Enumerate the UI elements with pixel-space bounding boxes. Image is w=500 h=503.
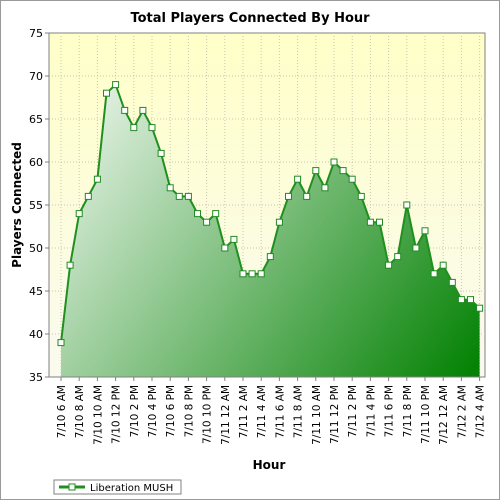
y-tick-label: 40 (29, 328, 43, 341)
x-axis-label: Hour (253, 458, 286, 472)
y-tick-label: 70 (29, 70, 43, 83)
data-point-marker (430, 270, 438, 278)
x-tick-label: 7/12 4 AM (475, 385, 487, 438)
data-point-marker (103, 89, 110, 97)
data-point-marker (121, 106, 129, 114)
series-markers (57, 81, 484, 347)
data-point-marker (439, 261, 447, 269)
x-tick-label: 7/12 2 AM (456, 385, 468, 438)
data-point-marker (66, 261, 74, 269)
x-tick-label: 7/10 8 AM (74, 385, 86, 438)
x-tick-label: 7/10 8 PM (183, 385, 195, 437)
x-tick-label: 7/11 12 AM (220, 385, 232, 445)
data-point-marker (312, 167, 320, 175)
data-point-marker (266, 253, 274, 261)
x-tick-label: 7/11 6 AM (274, 385, 286, 438)
data-point-marker (230, 235, 238, 243)
x-tick-label: 7/12 12 AM (438, 385, 450, 445)
data-point-marker (112, 81, 120, 89)
x-tick-label: 7/11 4 AM (256, 385, 268, 438)
legend: Liberation MUSH (53, 479, 182, 495)
y-tick-label: 60 (29, 156, 43, 169)
data-point-marker (285, 192, 292, 200)
data-point-marker (339, 167, 347, 175)
data-point-marker (357, 192, 365, 200)
y-tick-label: 55 (29, 199, 43, 212)
x-tick-label: 7/11 6 PM (384, 385, 396, 437)
data-point-marker (203, 218, 211, 226)
x-tick-label: 7/10 10 AM (92, 385, 104, 445)
x-tick-label: 7/11 12 PM (329, 385, 341, 444)
data-point-marker (385, 261, 393, 269)
legend-box (53, 479, 182, 495)
x-tick-label: 7/10 6 AM (56, 385, 68, 438)
data-point-marker (175, 192, 183, 200)
x-tick-label: 7/10 12 PM (111, 385, 123, 444)
x-tick-label: 7/10 10 PM (202, 385, 214, 444)
x-axis-ticks: 7/10 6 AM 7/10 8 AM 7/10 10 AM 7/10 12 PM 7/… (56, 377, 487, 445)
y-axis-label: Players Connected (10, 142, 24, 268)
x-tick-label: 7/10 2 PM (129, 385, 141, 437)
y-tick-label: 50 (29, 242, 43, 255)
data-point-marker (194, 210, 201, 218)
x-tick-label: 7/11 8 PM (402, 385, 414, 437)
x-tick-label: 7/11 4 PM (365, 385, 377, 437)
data-point-marker (476, 304, 484, 312)
data-point-marker (330, 158, 338, 166)
data-point-marker (294, 175, 302, 183)
data-point-marker (257, 270, 265, 278)
chart-title: Total Players Connected By Hour (130, 11, 370, 26)
data-point-marker (366, 218, 374, 226)
data-point-marker (75, 210, 83, 218)
x-tick-label: 7/11 2 PM (347, 385, 359, 437)
data-point-marker (321, 184, 329, 192)
y-tick-label: 75 (29, 27, 43, 40)
data-point-marker (448, 278, 456, 286)
legend-marker-swatch (68, 483, 76, 491)
data-point-marker (467, 296, 474, 304)
series-area (61, 84, 480, 377)
data-point-marker (157, 149, 165, 157)
data-point-marker (166, 184, 174, 192)
data-point-marker (394, 253, 402, 261)
data-point-marker (93, 175, 101, 183)
y-axis-ticks: 35 40 45 50 55 60 65 70 75 (29, 27, 49, 384)
data-point-marker (403, 201, 411, 209)
data-point-marker (421, 227, 429, 235)
data-point-marker (130, 124, 138, 132)
y-tick-label: 45 (29, 285, 43, 298)
x-tick-label: 7/11 2 AM (238, 385, 250, 438)
data-point-marker (412, 244, 420, 252)
data-point-marker (457, 296, 465, 304)
data-point-marker (248, 270, 256, 278)
data-point-marker (212, 210, 220, 218)
x-tick-label: 7/11 10 PM (420, 385, 432, 444)
y-tick-label: 65 (29, 113, 43, 126)
data-point-marker (275, 218, 283, 226)
x-tick-label: 7/11 10 AM (311, 385, 323, 445)
data-point-marker (376, 218, 383, 226)
x-tick-label: 7/11 8 AM (293, 385, 305, 438)
data-point-marker (348, 175, 356, 183)
x-tick-label: 7/10 4 PM (147, 385, 159, 437)
y-tick-label: 35 (29, 371, 43, 384)
data-point-marker (57, 339, 65, 347)
legend-series-name: Liberation MUSH (90, 483, 173, 494)
data-point-marker (139, 106, 147, 114)
data-point-marker (303, 192, 311, 200)
data-point-marker (148, 124, 156, 132)
data-point-marker (84, 192, 92, 200)
data-point-marker (221, 244, 229, 252)
data-point-marker (184, 192, 192, 200)
data-point-marker (239, 270, 247, 278)
x-tick-label: 7/10 6 PM (165, 385, 177, 437)
